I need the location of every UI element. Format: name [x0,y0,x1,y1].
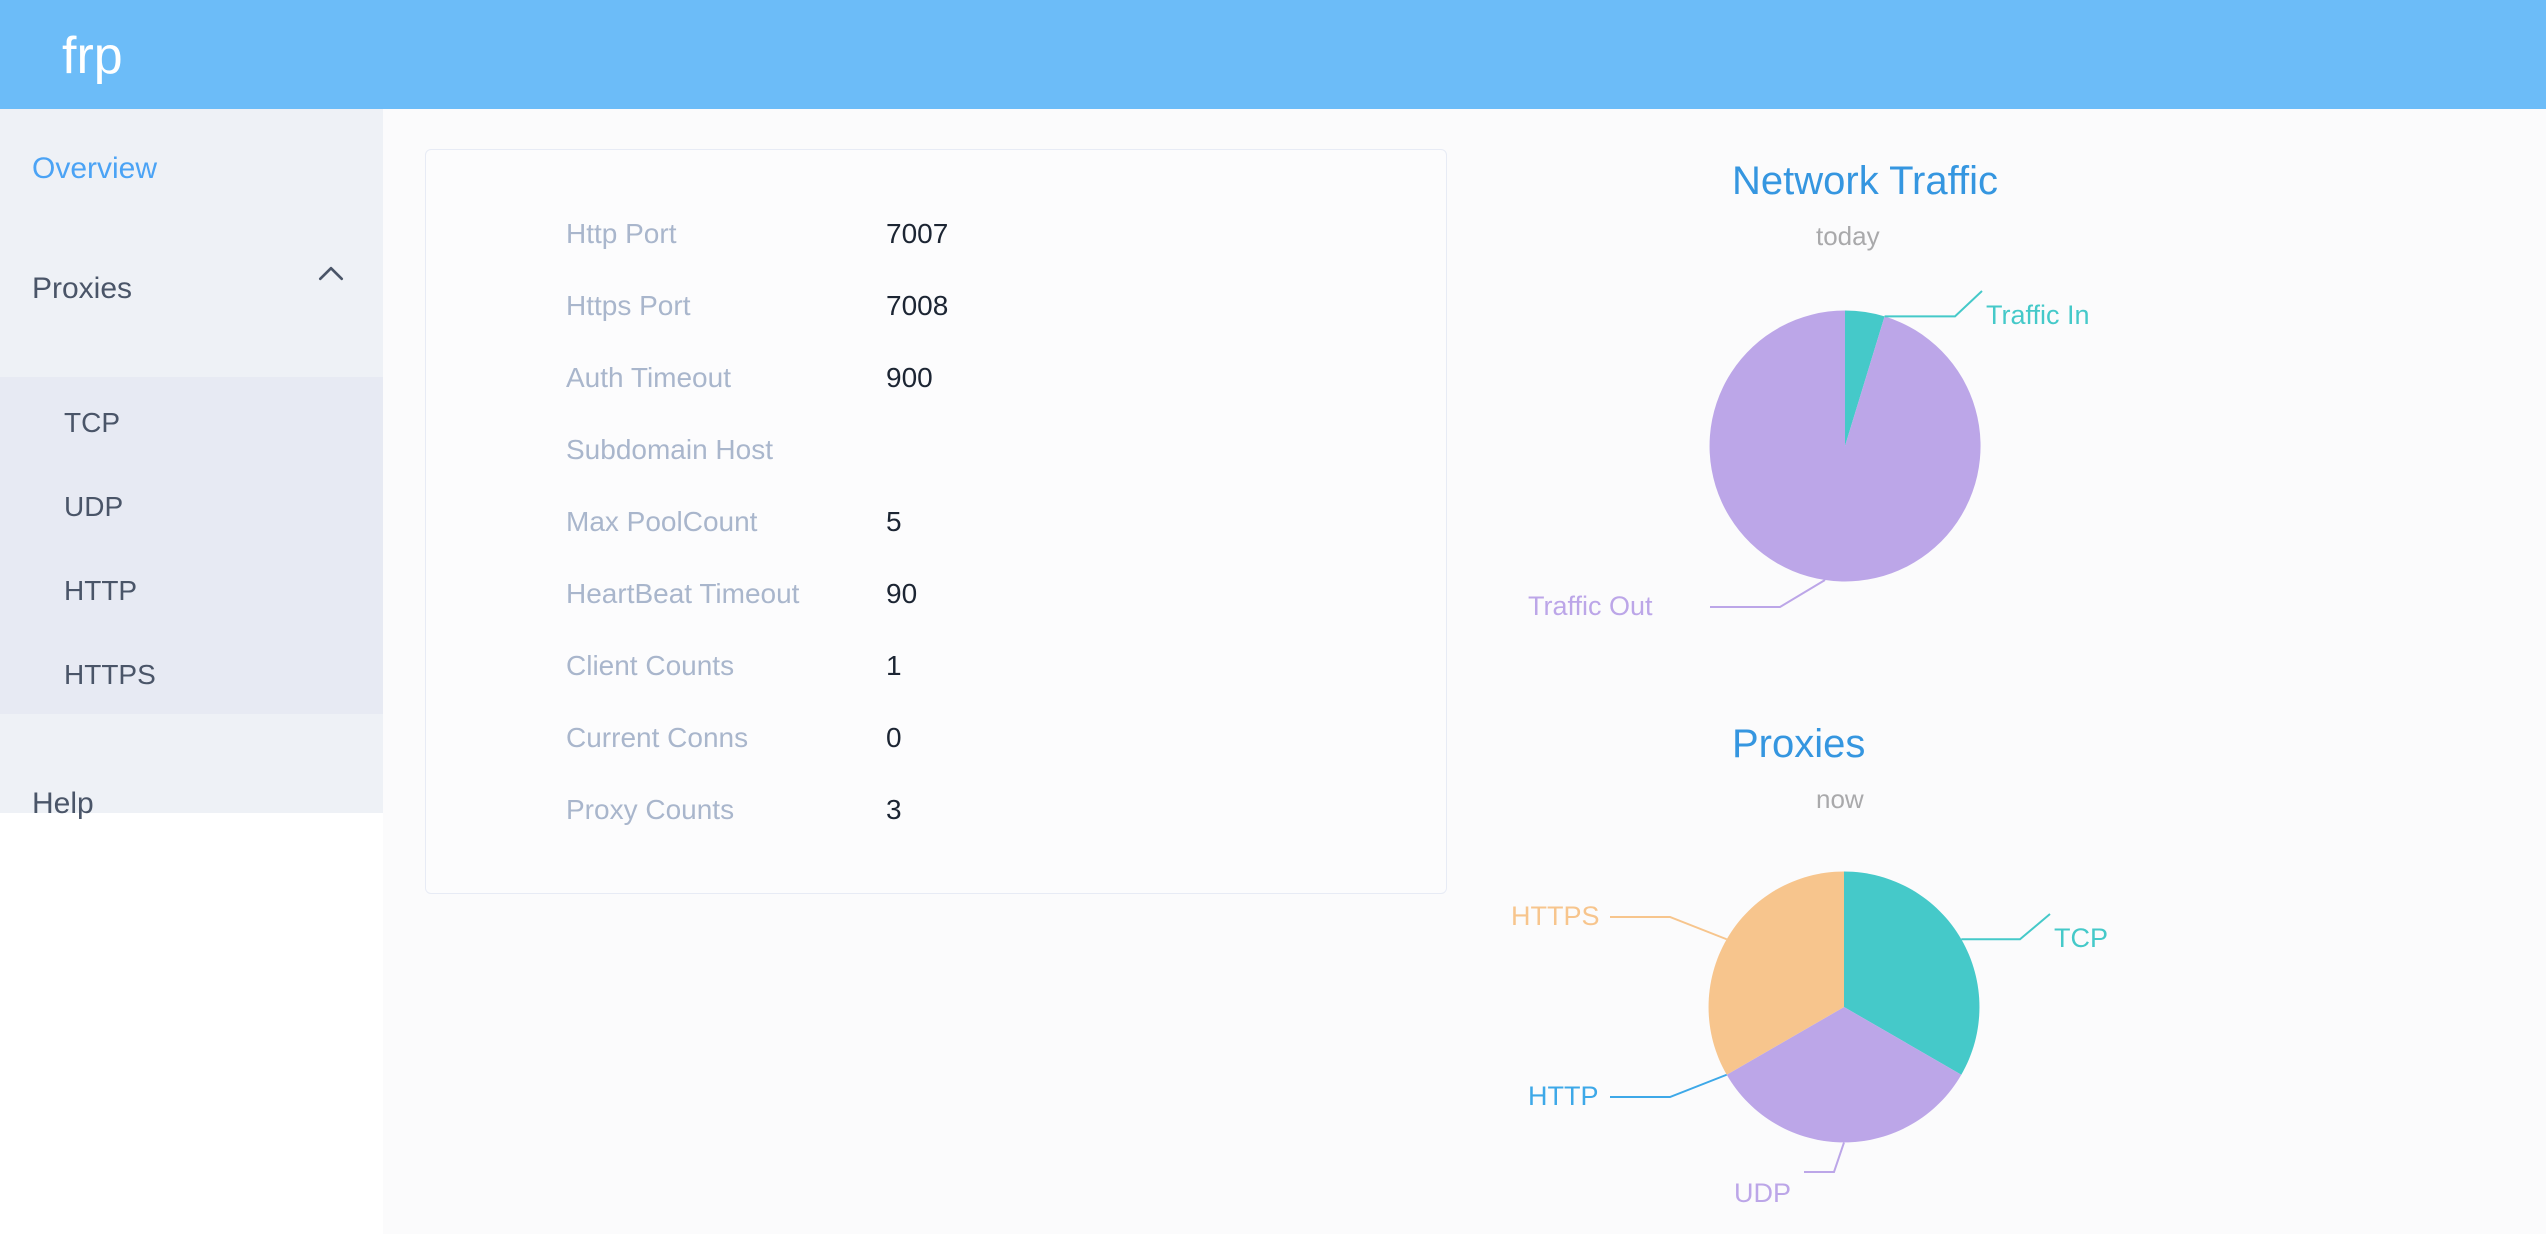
svg-text:Traffic Out: Traffic Out [1528,591,1653,621]
svg-text:UDP: UDP [1734,1178,1791,1208]
svg-text:HTTP: HTTP [1528,1081,1599,1111]
svg-text:Traffic In: Traffic In [1986,300,2090,330]
svg-text:HTTPS: HTTPS [1511,901,1600,931]
svg-text:TCP: TCP [2054,923,2108,953]
